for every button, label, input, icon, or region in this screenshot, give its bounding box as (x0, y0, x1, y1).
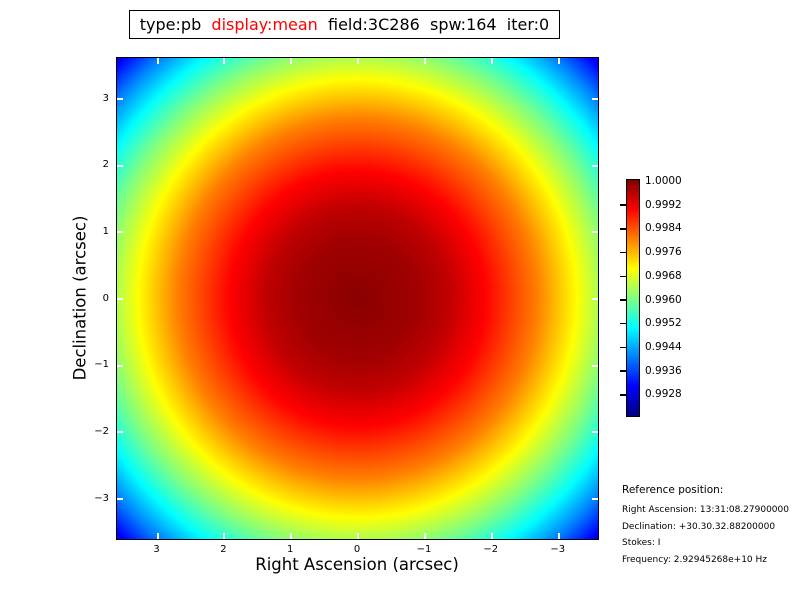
x-tick-label: 2 (220, 544, 227, 555)
colorbar-tick-mark (620, 275, 626, 277)
y-tick-mark-right (592, 231, 598, 234)
y-tick-mark-left (117, 431, 123, 434)
x-tick-label: 1 (287, 544, 294, 555)
colorbar-label: 0.9984 (645, 222, 682, 235)
title-field-spw-iter-segment: field:3C286 spw:164 iter:0 (317, 15, 550, 34)
x-tick-mark-bottom (223, 533, 226, 539)
colorbar-tick-mark (620, 394, 626, 396)
colorbar-label: 0.9992 (645, 198, 682, 211)
colorbar-tick-mark (620, 346, 626, 349)
y-tick-mark-left (117, 298, 123, 300)
x-tick-mark-bottom (557, 533, 560, 539)
x-tick-mark-bottom (490, 533, 493, 539)
y-tick-mark-left (117, 498, 123, 500)
colorbar (626, 179, 640, 417)
x-tick-mark-bottom (357, 533, 360, 539)
x-tick-mark-bottom (290, 533, 293, 539)
x-tick-label: 0 (353, 544, 361, 555)
y-tick-mark-right (592, 498, 598, 500)
colorbar-label: 0.9936 (645, 364, 682, 377)
colorbar-label: 0.9944 (645, 340, 682, 353)
y-tick-mark-left (117, 364, 123, 367)
y-tick-label: 3 (102, 92, 109, 104)
x-tick-mark-top (424, 58, 426, 64)
colorbar-tick-mark (620, 251, 626, 254)
colorbar-tick-mark (620, 299, 626, 301)
colorbar-label: 1.0000 (645, 175, 682, 187)
y-tick-mark-right (592, 98, 598, 100)
x-tick-mark-top (557, 58, 560, 64)
y-tick-label: 2 (102, 159, 109, 171)
reference-position-block: Reference position: Right Ascension: 13:… (622, 484, 797, 571)
y-tick-mark-right (592, 364, 598, 367)
colorbar-label: 0.9960 (645, 293, 682, 306)
y-tick-label: −2 (94, 425, 109, 437)
colorbar-label: 0.9928 (645, 388, 682, 401)
y-tick-label: 0 (102, 292, 109, 304)
y-tick-label: −1 (94, 359, 109, 371)
colorbar-tick-mark (620, 370, 626, 372)
x-tick-mark-top (357, 58, 360, 64)
y-tick-mark-left (117, 164, 123, 167)
title-display-segment: display:mean (211, 15, 318, 34)
x-tick-label: −1 (416, 544, 432, 555)
x-axis-label: Right Ascension (arcsec) (255, 555, 459, 574)
colorbar-tick-mark (620, 204, 626, 206)
colorbar-label: 0.9976 (645, 246, 682, 259)
y-tick-mark-right (592, 298, 598, 300)
reference-right-ascension: Right Ascension: 13:31:08.27900000 (622, 505, 789, 515)
y-tick-label: −3 (94, 492, 109, 504)
reference-declination: Declination: +30.30.32.88200000 (622, 521, 776, 532)
y-tick-mark-right (592, 431, 598, 434)
plot-title-box: type:pb display:mean field:3C286 spw:164… (129, 10, 560, 39)
x-tick-label: 3 (153, 544, 160, 555)
primary-beam-raster (116, 57, 599, 540)
x-tick-mark-top (290, 58, 293, 64)
y-tick-label: 1 (102, 225, 109, 237)
x-tick-mark-top (490, 58, 493, 64)
reference-frequency: Frequency: 2.92945268e+10 Hz (622, 554, 768, 565)
colorbar-tick-mark (620, 228, 626, 230)
x-tick-mark-bottom (424, 533, 426, 539)
x-tick-label: −3 (550, 544, 566, 555)
y-tick-mark-right (592, 164, 598, 167)
x-tick-label: −2 (483, 544, 499, 555)
x-tick-mark-bottom (156, 533, 159, 539)
colorbar-label: 0.9968 (645, 269, 682, 282)
colorbar-label: 0.9952 (645, 317, 682, 330)
reference-stokes: Stokes: I (622, 538, 661, 548)
x-tick-mark-top (223, 58, 226, 64)
reference-heading: Reference position: (622, 484, 724, 496)
x-tick-mark-top (156, 58, 159, 64)
colorbar-tick-mark (620, 322, 626, 325)
title-type-segment: type:pb (139, 15, 212, 34)
y-tick-mark-left (117, 98, 123, 100)
y-axis-label: Declination (arcsec) (70, 215, 90, 381)
y-tick-mark-left (117, 231, 123, 234)
